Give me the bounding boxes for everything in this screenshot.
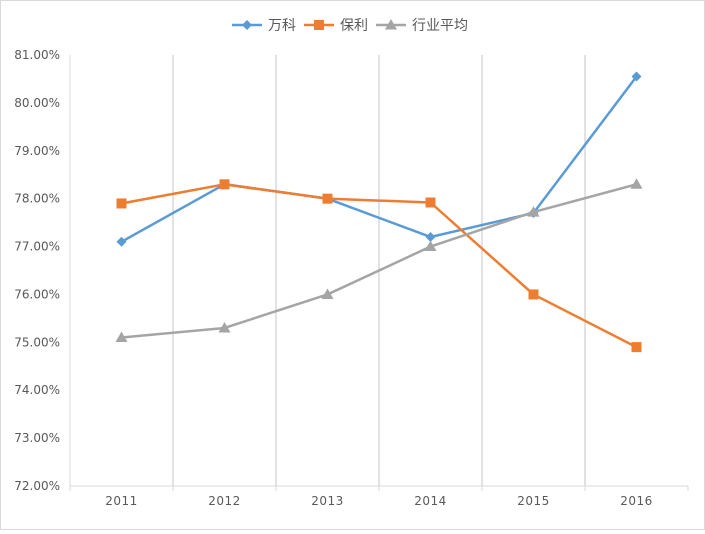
x-tick-label: 2016 <box>620 494 653 508</box>
y-tick-label: 73.00% <box>14 431 60 445</box>
legend-item: 保利 <box>304 18 368 34</box>
y-tick-label: 77.00% <box>14 240 60 254</box>
data-point <box>425 197 436 208</box>
y-tick-label: 74.00% <box>14 383 60 397</box>
legend: 万科 保利 行业平均 <box>232 18 468 34</box>
x-tick-label: 2015 <box>517 494 550 508</box>
data-point <box>424 240 437 252</box>
data-point <box>631 342 642 353</box>
x-tick-label: 2014 <box>414 494 447 508</box>
legend-label: 行业平均 <box>412 18 468 34</box>
legend-label: 万科 <box>268 18 296 34</box>
data-point <box>322 193 333 204</box>
y-tick-label: 78.00% <box>14 192 60 206</box>
data-point <box>116 236 127 247</box>
y-tick-label: 79.00% <box>14 144 60 158</box>
series-3 <box>115 178 643 343</box>
legend-marker <box>242 20 252 30</box>
data-point <box>631 71 642 82</box>
series-line <box>121 183 638 349</box>
legend-marker <box>385 19 397 30</box>
series-2 <box>116 179 642 353</box>
data-point <box>116 198 127 209</box>
x-tick-label: 2013 <box>311 494 344 508</box>
data-point <box>219 179 230 190</box>
data-point <box>527 206 540 217</box>
data-point <box>528 289 539 300</box>
legend-item: 行业平均 <box>376 18 468 34</box>
x-tick-label: 2012 <box>208 494 241 508</box>
series-line <box>121 183 637 339</box>
data-point <box>425 231 436 242</box>
legend-item: 万科 <box>232 18 296 34</box>
y-tick-label: 81.00% <box>14 48 60 62</box>
data-point <box>115 331 128 343</box>
y-tick-label: 80.00% <box>14 96 60 110</box>
legend-marker <box>314 20 324 30</box>
y-tick-label: 76.00% <box>14 287 60 301</box>
x-tick-label: 2011 <box>105 494 138 508</box>
axes: 72.00% 73.00% 74.00% 75.00% 76.00% 77.00% 78.0… <box>14 48 689 508</box>
series-group <box>115 71 643 353</box>
data-point <box>218 321 231 333</box>
data-point <box>321 288 334 299</box>
y-tick-label: 75.00% <box>14 335 60 349</box>
series-line <box>120 75 638 243</box>
y-tick-label: 72.00% <box>14 479 60 493</box>
data-point <box>630 178 643 189</box>
legend-label: 保利 <box>340 18 368 34</box>
